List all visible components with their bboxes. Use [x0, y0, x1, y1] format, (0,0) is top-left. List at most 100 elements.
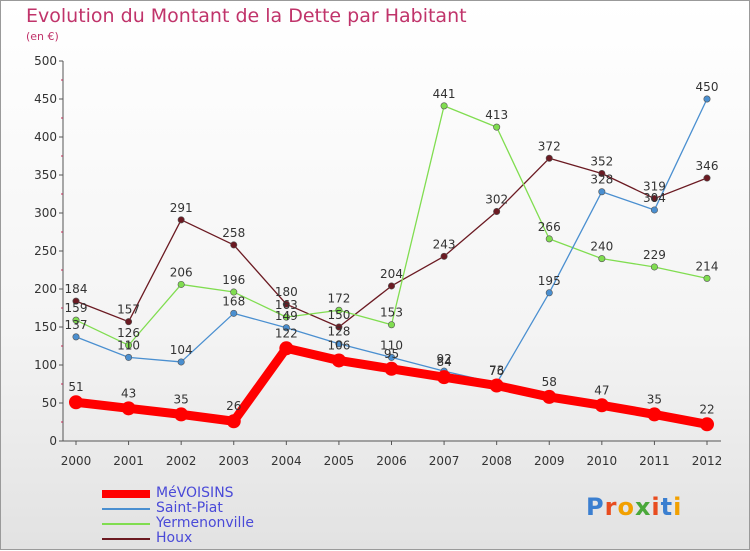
data-point [335, 306, 343, 314]
legend-item: Saint-Piat [102, 501, 254, 516]
data-label: 243 [433, 237, 456, 251]
x-tick-label: 2005 [324, 454, 355, 468]
x-tick-label: 2012 [692, 454, 723, 468]
legend-item: Houx [102, 531, 254, 546]
data-point [440, 252, 448, 260]
legend-label: Houx [156, 530, 193, 546]
data-point [226, 414, 241, 429]
data-label: 240 [590, 240, 613, 254]
chart-title: Evolution du Montant de la Dette par Hab… [26, 5, 467, 27]
x-tick-label: 2003 [218, 454, 249, 468]
data-label: 304 [643, 191, 666, 205]
data-point [650, 206, 658, 214]
data-label: 413 [485, 108, 508, 122]
y-tick-label: 250 [34, 244, 57, 258]
data-point [545, 289, 553, 297]
data-label: 51 [68, 380, 83, 394]
data-labels: 184 157 291 258 180 150 204 243 302 372 352 319 346 1… [65, 80, 719, 416]
data-point [125, 341, 133, 349]
legend: MéVOISINS Saint-Piat Yermenonville Houx [102, 486, 254, 546]
data-label: 84 [436, 355, 451, 369]
data-label: 229 [643, 248, 666, 262]
data-label: 204 [380, 267, 403, 281]
logo-letter: o [617, 493, 635, 521]
data-point [282, 300, 290, 308]
data-label: 258 [222, 226, 245, 240]
data-label: 266 [538, 220, 561, 234]
logo-letter: i [651, 493, 661, 521]
x-tick-label: 2006 [376, 454, 407, 468]
data-point [545, 154, 553, 162]
data-point [542, 389, 557, 404]
data-point [282, 324, 290, 332]
data-label: 214 [696, 259, 719, 273]
data-label: 302 [485, 192, 508, 206]
data-point [230, 288, 238, 296]
y-tick-label: 350 [34, 168, 57, 182]
y-tick-label: 100 [34, 358, 57, 372]
data-label: 106 [327, 338, 350, 352]
logo-letter: x [634, 493, 652, 521]
data-point [177, 216, 185, 224]
proxiti-logo: Proxiti [586, 493, 682, 521]
data-point [703, 274, 711, 282]
series-lines [69, 95, 714, 432]
data-label: 73 [489, 364, 504, 378]
x-tick-label: 2004 [271, 454, 302, 468]
data-label: 346 [696, 159, 719, 173]
data-point [387, 353, 395, 361]
data-label: 180 [275, 285, 298, 299]
data-label: 372 [538, 139, 561, 153]
data-label: 137 [65, 318, 88, 332]
logo-letter: r [604, 493, 618, 521]
data-point [440, 102, 448, 110]
data-label: 206 [170, 265, 193, 279]
y-tick-label: 450 [34, 92, 57, 106]
y-tick-label: 150 [34, 320, 57, 334]
data-point [387, 282, 395, 290]
data-point [703, 174, 711, 182]
y-tick-label: 500 [34, 54, 57, 68]
x-tick-label: 2007 [429, 454, 460, 468]
data-point [282, 313, 290, 321]
data-label: 157 [117, 303, 140, 317]
data-point [598, 169, 606, 177]
data-label: 26 [226, 399, 241, 413]
data-point [489, 378, 504, 393]
data-label: 159 [65, 301, 88, 315]
data-label: 153 [380, 306, 403, 320]
data-label: 104 [170, 343, 193, 357]
data-point [437, 370, 452, 385]
data-point [230, 241, 238, 249]
data-label: 291 [170, 201, 193, 215]
data-point [545, 235, 553, 243]
logo-letter: P [586, 493, 605, 521]
data-label: 95 [384, 347, 399, 361]
data-point [335, 340, 343, 348]
x-tick-label: 2010 [587, 454, 618, 468]
data-point [598, 255, 606, 263]
data-point [647, 407, 662, 422]
data-label: 184 [65, 282, 88, 296]
data-point [72, 333, 80, 341]
y-tick-label: 50 [42, 396, 57, 410]
x-tick-label: 2009 [534, 454, 565, 468]
y-tick-label: 400 [34, 130, 57, 144]
data-point [594, 398, 609, 413]
data-label: 58 [542, 375, 557, 389]
data-label: 172 [327, 291, 350, 305]
legend-item: MéVOISINS [102, 486, 254, 501]
data-point [650, 263, 658, 271]
x-tick-label: 2002 [166, 454, 197, 468]
data-label: 92 [436, 352, 451, 366]
data-point [331, 353, 346, 368]
data-point [72, 297, 80, 305]
data-point [384, 361, 399, 376]
logo-letter: i [673, 493, 683, 521]
axes: 0 50 100 150 200 250 300 350 400 450 500 2000 2001 20… [34, 54, 722, 468]
data-label: 22 [699, 402, 714, 416]
x-tick-label: 2008 [481, 454, 512, 468]
data-label: 43 [121, 386, 136, 400]
data-label: 76 [489, 364, 504, 378]
data-label: 441 [433, 87, 456, 101]
